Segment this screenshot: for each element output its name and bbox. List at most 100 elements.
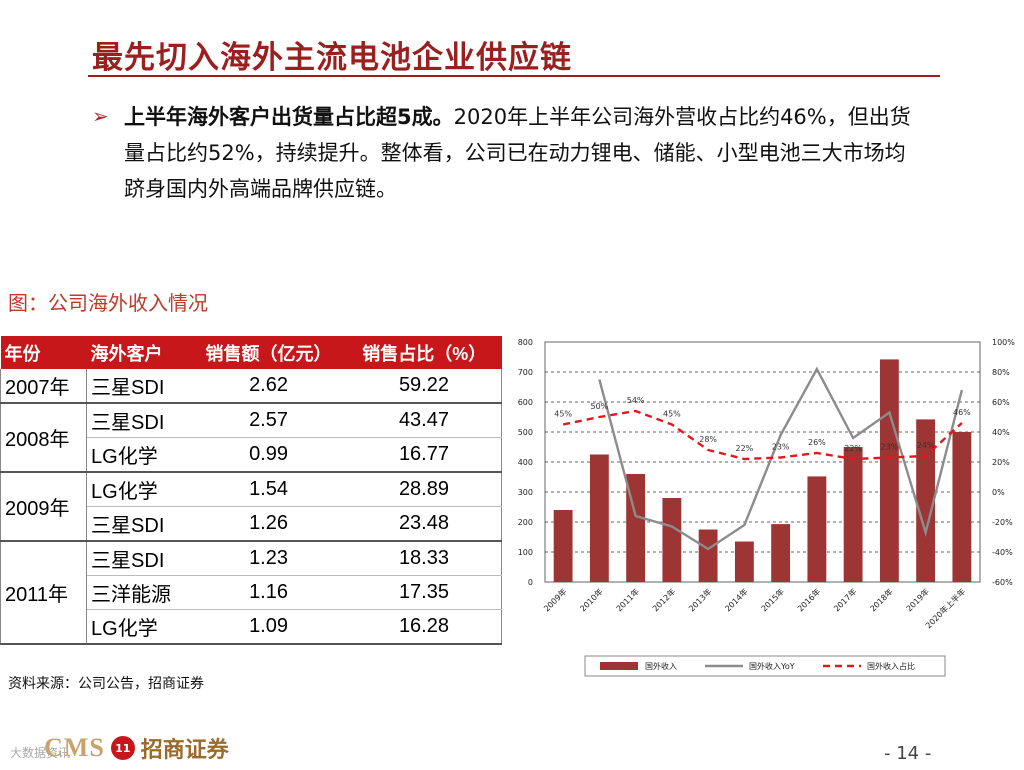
bullet-arrow-icon: ➢: [92, 104, 109, 128]
share-data-label: 28%: [699, 435, 717, 444]
bar: [952, 432, 972, 582]
y-left-tick-label: 0: [528, 578, 533, 587]
sales-cell: 1.23: [190, 541, 347, 576]
x-tick-label: 2010年: [578, 586, 605, 613]
bar: [698, 529, 718, 582]
share-cell: 17.35: [346, 575, 502, 610]
logo-cms-text: CMS: [44, 733, 105, 762]
col-header-year: 年份: [0, 336, 87, 369]
bar: [771, 524, 791, 582]
y-left-tick-label: 200: [518, 518, 533, 527]
y-left-tick-label: 500: [518, 428, 533, 437]
y-left-tick-label: 700: [518, 368, 533, 377]
y-left-tick-label: 100: [518, 548, 533, 557]
year-cell: 2008年: [0, 403, 88, 473]
share-data-label: 24%: [917, 441, 935, 450]
bar: [589, 454, 609, 582]
share-data-label: 23%: [772, 443, 790, 452]
x-tick-label: 2011年: [614, 586, 641, 613]
x-tick-label: 2013年: [686, 586, 713, 613]
sales-table: 年份 海外客户 销售额（亿元） 销售占比（%） 2007年 三星SDI 2.62…: [0, 336, 502, 645]
share-cell: 23.48: [346, 506, 502, 542]
bar: [807, 476, 827, 582]
y-right-tick-label: 100%: [992, 338, 1015, 347]
share-data-label: 22%: [844, 444, 862, 453]
table-row: 三洋能源 1.16 17.35: [1, 575, 502, 610]
x-tick-label: 2014年: [723, 586, 750, 613]
table-row: 2011年 三星SDI 1.23 18.33: [0, 541, 502, 645]
share-cell: 28.89: [346, 472, 502, 507]
customer-cell: 三星SDI: [86, 506, 191, 542]
bar: [662, 498, 682, 582]
share-cell: 16.28: [346, 609, 502, 645]
share-data-label: 22%: [735, 444, 753, 453]
customer-cell: 三星SDI: [86, 541, 191, 576]
y-right-tick-label: 20%: [992, 458, 1010, 467]
title-divider: [88, 75, 940, 77]
share-cell: 43.47: [346, 403, 502, 438]
logo-cn-text: 招商证券: [140, 737, 229, 763]
y-right-tick-label: 80%: [992, 368, 1010, 377]
sales-cell: 1.16: [190, 575, 347, 610]
sales-cell: 2.62: [190, 369, 347, 404]
share-data-label: 23%: [880, 443, 898, 452]
col-header-share: 销售占比（%）: [346, 336, 502, 369]
x-tick-label: 2009年: [541, 586, 568, 613]
x-tick-label: 2019年: [904, 586, 931, 613]
customer-cell: LG化学: [86, 437, 191, 473]
customer-cell: 三洋能源: [86, 575, 191, 610]
table-row: 三星SDI 1.26 23.48: [1, 506, 502, 542]
y-right-tick-label: -60%: [992, 578, 1013, 587]
table-row: 2007年 三星SDI 2.62 59.22: [0, 369, 502, 404]
year-cell: 2011年: [0, 541, 88, 645]
y-left-tick-label: 600: [518, 398, 533, 407]
share-data-label: 45%: [554, 410, 572, 419]
y-right-tick-label: -20%: [992, 518, 1013, 527]
customer-cell: 三星SDI: [86, 369, 191, 404]
sales-cell: 0.99: [190, 437, 347, 473]
share-data-label: 45%: [663, 410, 681, 419]
yoy-line: [598, 366, 964, 551]
customer-cell: 三星SDI: [86, 403, 191, 438]
legend-label-share: 国外收入占比: [867, 661, 915, 671]
customer-cell: LG化学: [86, 609, 191, 645]
share-data-label: 50%: [590, 402, 608, 411]
source-note: 资料来源：公司公告，招商证券: [8, 676, 204, 692]
share-cell: 59.22: [346, 369, 502, 404]
watermark-text: 大数据资讯: [10, 746, 71, 760]
bar: [734, 541, 754, 582]
bullet-bold: 上半年海外客户出货量占比超5成。: [124, 105, 454, 129]
year-cell: 2009年: [0, 472, 88, 542]
sales-cell: 1.26: [190, 506, 347, 542]
page-title: 最先切入海外主流电池企业供应链: [92, 40, 572, 76]
share-data-label: 46%: [953, 408, 971, 417]
table-row: LG化学 0.99 16.77: [1, 437, 502, 473]
sales-cell: 1.09: [190, 609, 347, 645]
table-row: 2009年 LG化学 1.54 28.89: [0, 472, 502, 542]
year-cell: 2007年: [0, 369, 88, 404]
legend-label-yoy: 国外收入YoY: [749, 661, 795, 671]
col-header-customer: 海外客户: [86, 336, 191, 369]
bar: [843, 447, 863, 582]
y-right-tick-label: -40%: [992, 548, 1013, 557]
y-left-tick-label: 400: [518, 458, 533, 467]
y-left-tick-label: 300: [518, 488, 533, 497]
sales-cell: 1.54: [190, 472, 347, 507]
x-tick-label: 2017年: [831, 586, 858, 613]
y-right-tick-label: 0%: [992, 488, 1005, 497]
x-tick-label: 2015年: [759, 586, 786, 613]
table-row: 2008年 三星SDI 2.57 43.47: [0, 403, 502, 473]
bullet-body: 2020年上半年公司海外营收占比约46%，但出货量占比约52%，持续提升。整体看…: [124, 105, 911, 201]
sales-table-container: 年份 海外客户 销售额（亿元） 销售占比（%） 2007年 三星SDI 2.62…: [0, 336, 502, 645]
sales-cell: 2.57: [190, 403, 347, 438]
page-number: - 14 -: [884, 743, 932, 764]
company-logo: CMS 11 招商证券: [44, 732, 229, 764]
legend-box: [584, 655, 946, 677]
x-tick-label: 2012年: [650, 586, 677, 613]
y-right-tick-label: 60%: [992, 398, 1010, 407]
figure-caption: 图：公司海外收入情况: [8, 291, 208, 315]
share-data-label: 54%: [627, 396, 645, 405]
bullet-paragraph: 上半年海外客户出货量占比超5成。2020年上半年公司海外营收占比约46%，但出货…: [124, 99, 924, 207]
legend-swatch-bar: [600, 662, 638, 670]
table-header-row: 年份 海外客户 销售额（亿元） 销售占比（%）: [0, 336, 502, 369]
